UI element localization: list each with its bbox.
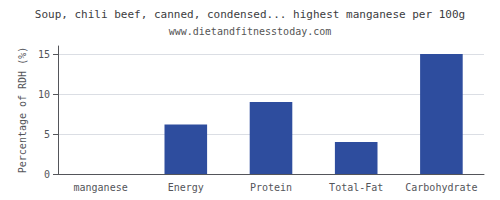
svg-text:manganese: manganese [74,182,128,193]
svg-text:10: 10 [38,89,50,100]
svg-text:Percentage of RDH (%): Percentage of RDH (%) [17,47,28,173]
svg-text:Energy: Energy [168,182,204,193]
svg-text:www.dietandfitnesstoday.com: www.dietandfitnesstoday.com [169,26,332,37]
svg-text:5: 5 [44,129,50,140]
svg-text:Protein: Protein [250,182,292,193]
svg-text:15: 15 [38,49,50,60]
svg-text:Soup, chili beef, canned, cond: Soup, chili beef, canned, condensed... h… [35,8,465,21]
svg-text:Carbohydrate: Carbohydrate [405,182,477,193]
svg-text:Total-Fat: Total-Fat [329,182,383,193]
svg-text:0: 0 [44,169,50,180]
